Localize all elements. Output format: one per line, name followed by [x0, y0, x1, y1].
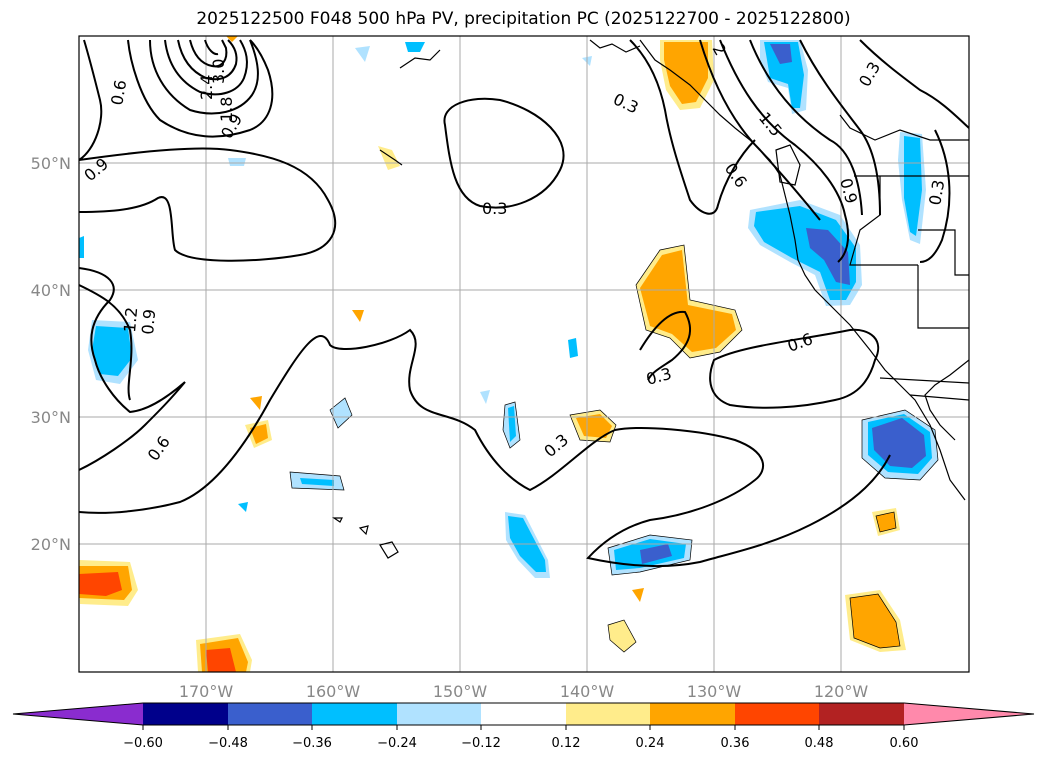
colorbar-tick-label: 0.36 [721, 736, 750, 751]
precip-positive-shading [79, 36, 906, 672]
colorbar-segment [735, 703, 819, 725]
lon-labels: 170°W 160°W 150°W 140°W 130°W 120°W [179, 682, 869, 701]
contour-label: 0.3 [482, 199, 507, 218]
colorbar: −0.60 −0.48 −0.36 −0.24 −0.12 0.12 0.24 … [12, 702, 1035, 751]
lat-label: 30°N [31, 408, 71, 427]
colorbar-max-extension [904, 703, 1034, 725]
colorbar-tick-label: −0.60 [123, 736, 163, 751]
colorbar-segment [566, 703, 650, 725]
colorbar-tick-label: 0.24 [636, 736, 665, 751]
lon-label: 140°W [560, 682, 615, 701]
colorbar-segment [143, 703, 228, 725]
precip-negative-shading [79, 40, 938, 578]
colorbar-tick-label: 0.48 [805, 736, 834, 751]
contour-label: 3.0 [209, 59, 228, 84]
lon-label: 150°W [433, 682, 488, 701]
colorbar-segment [312, 703, 397, 725]
lon-label: 170°W [179, 682, 234, 701]
pv-contours [79, 39, 969, 568]
contour-label: 2.4 [197, 75, 216, 100]
lat-labels: 50°N 40°N 30°N 20°N [31, 154, 71, 554]
colorbar-segment [481, 703, 566, 725]
colorbar-segment [650, 703, 735, 725]
colorbar-tick-label: −0.36 [292, 736, 332, 751]
lon-label: 130°W [687, 682, 742, 701]
colorbar-segment [228, 703, 312, 725]
gridlines [79, 36, 969, 672]
contour-label: 1.2 [120, 306, 141, 333]
map-title: 2025122500 F048 500 hPa PV, precipitatio… [196, 9, 851, 29]
contour-label: 1.8 [217, 97, 236, 122]
contour-label: 0.9 [138, 308, 159, 335]
lat-label: 40°N [31, 281, 71, 300]
lat-label: 20°N [31, 535, 71, 554]
colorbar-tick-label: −0.12 [461, 736, 501, 751]
colorbar-segment [819, 703, 904, 725]
contour-label: 0.3 [925, 178, 948, 206]
lat-label: 50°N [31, 154, 71, 173]
colorbar-tick-label: 0.12 [552, 736, 581, 751]
lon-label: 160°W [306, 682, 361, 701]
precip-outlines [289, 244, 939, 653]
coastlines [332, 39, 969, 559]
map-frame [78, 35, 970, 673]
colorbar-min-extension [13, 703, 143, 725]
colorbar-tick-label: −0.24 [377, 736, 417, 751]
colorbar-segment [397, 703, 481, 725]
colorbar-tick-label: −0.48 [208, 736, 248, 751]
contour-label: 0.6 [107, 78, 130, 106]
colorbar-tick-label: 0.60 [890, 736, 919, 751]
map-background [79, 36, 969, 672]
lon-label: 120°W [814, 682, 869, 701]
